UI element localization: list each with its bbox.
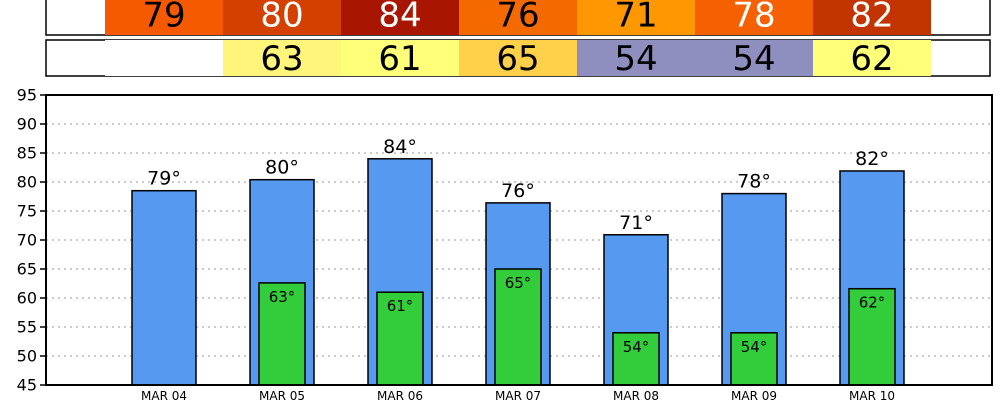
bars: 79° MAR 04 80° 63° MAR 05 84° 61° MAR 06 76° 65° M… bbox=[131, 136, 905, 400]
high-value-label: 80° bbox=[265, 157, 299, 179]
low-value-label: 63° bbox=[269, 288, 296, 306]
high-cell-6 bbox=[695, 0, 813, 35]
high-cell-value: 82 bbox=[850, 0, 893, 36]
low-bar bbox=[376, 291, 424, 386]
low-cell-value: 65 bbox=[496, 39, 539, 79]
high-value-label: 78° bbox=[737, 171, 771, 193]
low-cell-1 bbox=[105, 40, 223, 76]
high-cell-value: 71 bbox=[614, 0, 657, 36]
low-cell-3 bbox=[341, 40, 459, 76]
high-value-label: 76° bbox=[501, 180, 535, 202]
low-cell-value: 61 bbox=[378, 39, 421, 79]
high-cell-4 bbox=[459, 0, 577, 35]
low-cell-7 bbox=[813, 40, 931, 76]
x-category-label: MAR 05 bbox=[259, 389, 305, 400]
y-tick-label: 90 bbox=[17, 115, 37, 134]
x-category-label: MAR 07 bbox=[495, 389, 541, 400]
y-tick-label: 95 bbox=[17, 86, 37, 105]
x-category-label: MAR 10 bbox=[849, 389, 895, 400]
high-value-label: 79° bbox=[147, 168, 181, 190]
high-cell-7 bbox=[813, 0, 931, 35]
x-category-label: MAR 09 bbox=[731, 389, 777, 400]
y-tick-label: 55 bbox=[17, 318, 37, 337]
high-value-label: 82° bbox=[855, 148, 889, 170]
y-tick-label: 70 bbox=[17, 231, 37, 250]
high-cell-5 bbox=[577, 0, 695, 35]
high-cell-value: 79 bbox=[142, 0, 185, 36]
low-cell-4 bbox=[459, 40, 577, 76]
high-bar bbox=[131, 189, 197, 386]
low-cell-5 bbox=[577, 40, 695, 76]
x-category-label: MAR 04 bbox=[141, 389, 187, 400]
high-value-label: 84° bbox=[383, 136, 417, 158]
y-tick-label: 85 bbox=[17, 144, 37, 163]
low-cell-value: 54 bbox=[614, 39, 657, 79]
low-value-label: 62° bbox=[859, 294, 886, 312]
low-cell-6 bbox=[695, 40, 813, 76]
low-cell-value: 54 bbox=[732, 39, 775, 79]
low-temperature-row: 63 61 65 54 54 62 bbox=[45, 39, 991, 79]
low-value-label: 54° bbox=[623, 338, 650, 356]
y-tick-label: 80 bbox=[17, 173, 37, 192]
low-value-label: 61° bbox=[387, 297, 414, 315]
y-tick-label: 60 bbox=[17, 289, 37, 308]
high-cell-1 bbox=[105, 0, 223, 35]
high-cell-value: 76 bbox=[496, 0, 539, 36]
high-cell-2 bbox=[223, 0, 341, 35]
y-tick-label: 50 bbox=[17, 347, 37, 366]
high-cell-value: 80 bbox=[260, 0, 303, 36]
high-value-label: 71° bbox=[619, 212, 653, 234]
low-value-label: 65° bbox=[505, 274, 532, 292]
y-tick-label: 65 bbox=[17, 260, 37, 279]
high-cell-3 bbox=[341, 0, 459, 35]
y-tick-label: 75 bbox=[17, 202, 37, 221]
x-category-label: MAR 08 bbox=[613, 389, 659, 400]
low-value-label: 54° bbox=[741, 338, 768, 356]
grid: 45 50 55 60 65 70 75 80 85 90 95 bbox=[17, 86, 992, 395]
low-cell-2 bbox=[223, 40, 341, 76]
high-temperature-row: 79 80 84 76 71 78 82 bbox=[45, 0, 991, 36]
plot-frame bbox=[45, 94, 993, 386]
low-bar bbox=[494, 268, 542, 386]
y-tick-label: 45 bbox=[17, 376, 37, 395]
low-cell-value: 63 bbox=[260, 39, 303, 79]
low-bar bbox=[730, 332, 778, 386]
low-bar bbox=[258, 282, 306, 386]
low-bar bbox=[612, 332, 660, 386]
high-cell-value: 84 bbox=[378, 0, 421, 36]
low-cell-value: 62 bbox=[850, 39, 893, 79]
high-cell-value: 78 bbox=[732, 0, 775, 36]
x-category-label: MAR 06 bbox=[377, 389, 423, 400]
